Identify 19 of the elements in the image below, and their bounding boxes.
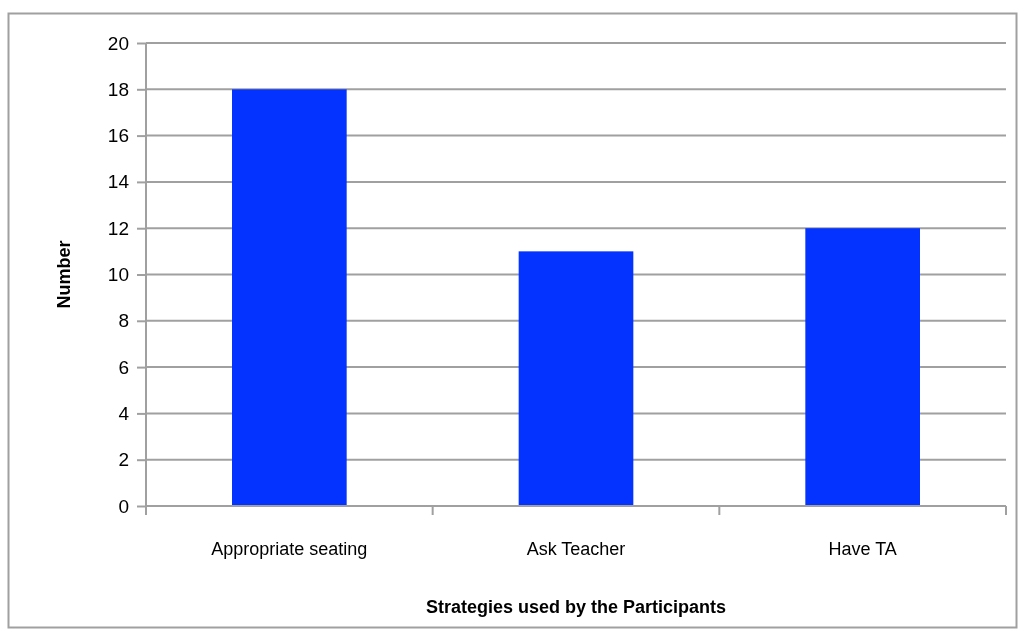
y-tick-label: 4	[118, 402, 130, 424]
y-tick-label: 14	[107, 171, 130, 193]
y-axis-title: Number	[54, 240, 74, 309]
y-tick-label: 0	[118, 495, 129, 517]
x-axis-title: Strategies used by the Participants	[425, 597, 727, 617]
y-tick-label: 10	[107, 264, 129, 286]
bar	[232, 89, 347, 506]
y-tick-label: 12	[107, 217, 129, 239]
y-tick-label: 18	[107, 78, 129, 100]
bar	[805, 228, 920, 506]
bar	[518, 251, 634, 506]
x-tick-label: Ask Teacher	[526, 539, 626, 559]
y-tick-label: 6	[118, 356, 129, 378]
y-tick-label: 2	[118, 449, 129, 471]
x-tick-label: Have TA	[828, 539, 897, 559]
y-tick-label: 16	[107, 125, 129, 147]
y-tick-label: 8	[118, 310, 129, 332]
y-tick-label: 20	[107, 32, 129, 54]
x-tick-label: Appropriate seating	[211, 539, 368, 559]
